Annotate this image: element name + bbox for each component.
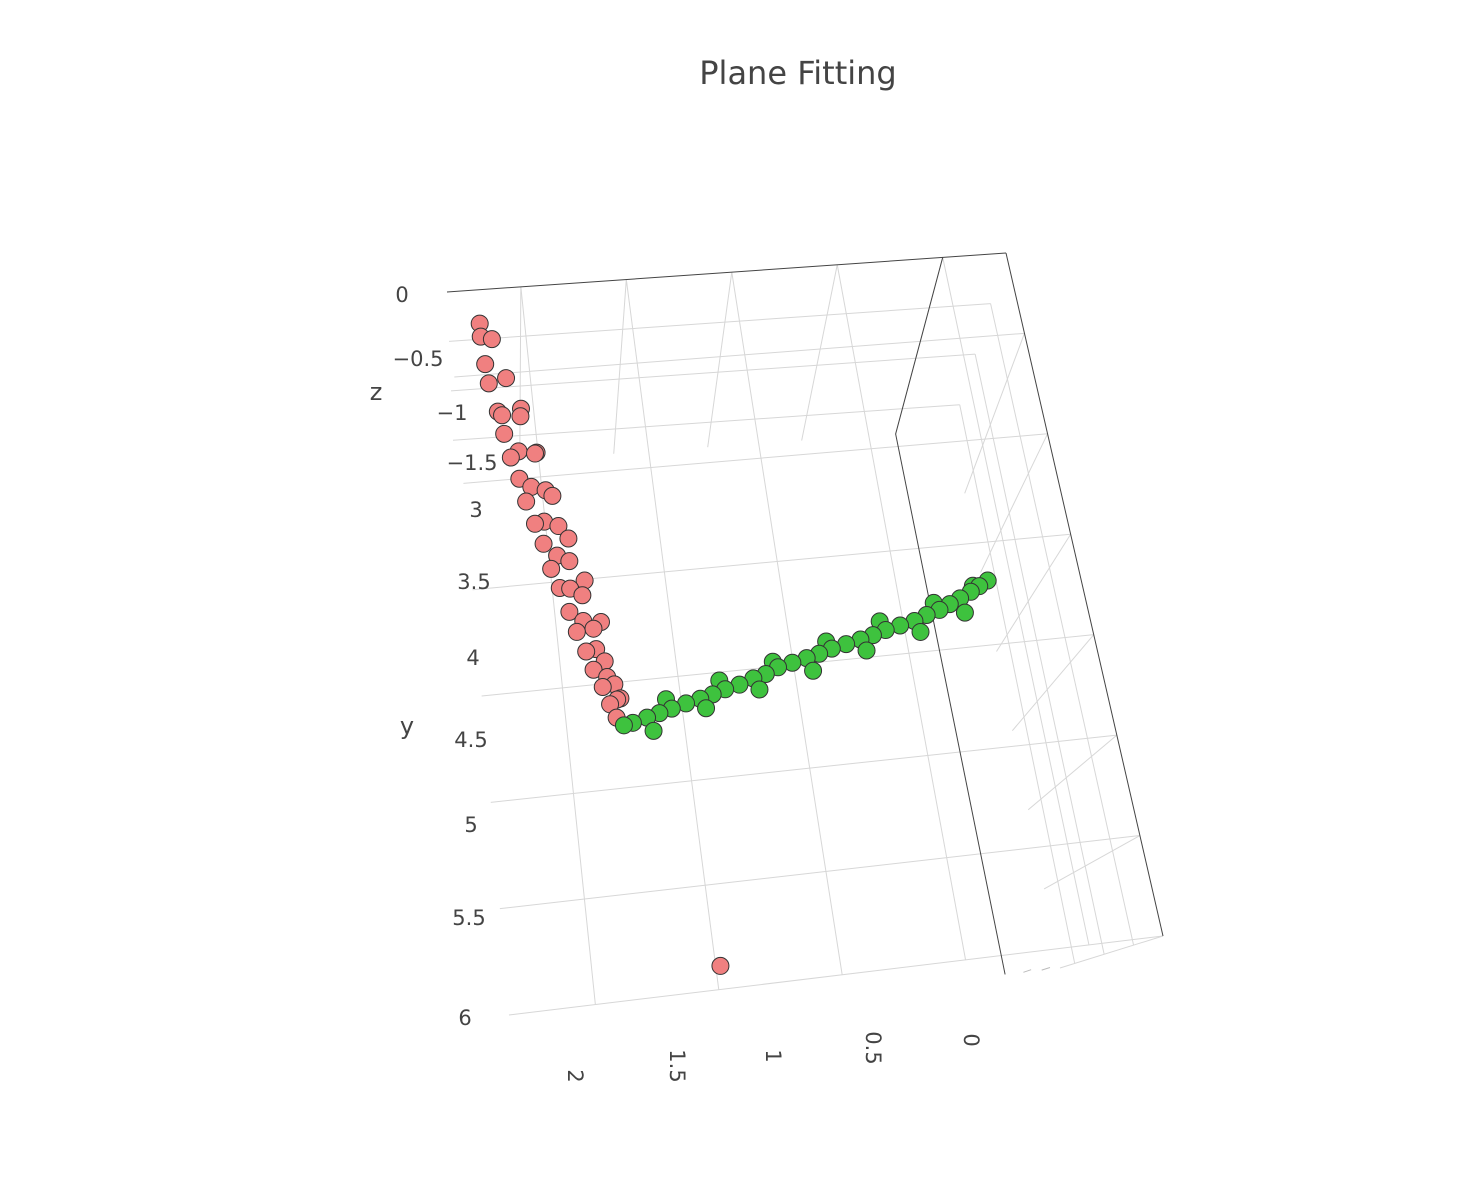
z-axis-title: z: [370, 378, 383, 406]
y-tick-label: 5.5: [452, 906, 485, 930]
y-tick-label: 3.5: [457, 570, 490, 594]
chart-title: Plane Fitting: [699, 54, 897, 92]
gridline-x: [520, 286, 596, 1005]
gridline-y: [1043, 835, 1141, 890]
point-red[interactable]: [577, 642, 596, 661]
point-red[interactable]: [511, 407, 530, 426]
point-green[interactable]: [955, 603, 974, 622]
point-red[interactable]: [560, 552, 579, 571]
z-tick-label: −0.5: [393, 347, 444, 371]
gridline-y: [508, 935, 1164, 1016]
point-red[interactable]: [593, 677, 612, 696]
point-red[interactable]: [476, 355, 495, 374]
point-green[interactable]: [614, 716, 633, 735]
gridline-z: [974, 354, 1105, 955]
gridline-z: [450, 353, 976, 392]
gridline-x: [836, 264, 967, 960]
gridline-y: [463, 433, 1048, 484]
point-red[interactable]: [549, 517, 568, 536]
x-tick-label: 0: [959, 1033, 983, 1046]
labels-layer: 0 −0.5 −1 −1.5 z 3 3.5 4 4.5 5 5.5 6 y 2 1.5 1 0.5 0: [370, 283, 983, 1083]
gridline-x: [942, 257, 1090, 946]
gridline-y: [1027, 734, 1118, 811]
point-red[interactable]: [560, 602, 579, 621]
x-tick-label: 1: [761, 1049, 785, 1062]
gridline-y: [1059, 935, 1164, 969]
point-red[interactable]: [501, 448, 520, 467]
gridline-y: [996, 533, 1072, 652]
point-red[interactable]: [526, 444, 545, 463]
z-tick-label: 0: [395, 283, 408, 307]
gridline-x: [625, 279, 720, 990]
point-green[interactable]: [911, 622, 930, 641]
point-red[interactable]: [482, 330, 501, 349]
z-tick-label: −1: [437, 401, 468, 425]
point-green[interactable]: [697, 699, 716, 718]
point-green[interactable]: [644, 721, 663, 740]
gridline-y: [964, 333, 1025, 494]
axis-x-zero-floor: [895, 433, 1006, 975]
tick-stub: [1041, 967, 1051, 971]
point-red[interactable]: [534, 534, 553, 553]
point-red[interactable]: [493, 406, 512, 425]
gridline-y: [980, 433, 1049, 573]
point-red[interactable]: [584, 619, 603, 638]
gridline-z: [452, 404, 960, 441]
point-red[interactable]: [543, 486, 562, 505]
point-red[interactable]: [567, 622, 586, 641]
gridline-y: [454, 332, 1025, 378]
x-tick-label: 1.5: [665, 1049, 689, 1082]
point-red[interactable]: [495, 424, 514, 443]
gridline-z: [448, 303, 991, 342]
point-green[interactable]: [857, 641, 876, 660]
y-tick-label: 3: [469, 498, 482, 522]
point-red[interactable]: [525, 514, 544, 533]
point-red[interactable]: [559, 529, 578, 548]
gridline-z: [959, 404, 1076, 964]
gridline-z: [990, 303, 1135, 946]
axis-lines: [446, 252, 1164, 975]
point-red[interactable]: [479, 374, 498, 393]
gridline-x: [519, 286, 522, 461]
gridline-y: [490, 734, 1117, 803]
gridline-x: [613, 279, 627, 454]
grid-layer: [448, 257, 1164, 1016]
box-edge-right: [1005, 252, 1164, 937]
axis-x-zero-wall: [895, 257, 944, 435]
point-red[interactable]: [542, 559, 561, 578]
gridline-x: [801, 264, 838, 441]
points-layer: [470, 314, 997, 975]
gridline-x: [731, 272, 843, 975]
gridline-y: [499, 835, 1140, 910]
point-red[interactable]: [711, 956, 730, 975]
z-tick-label: −1.5: [447, 451, 498, 475]
y-axis-title: y: [400, 712, 414, 740]
y-tick-label: 4.5: [454, 728, 487, 752]
point-red[interactable]: [573, 586, 592, 605]
y-tick-label: 4: [466, 646, 479, 670]
gridline-y: [1011, 634, 1095, 731]
box-edge-top: [446, 252, 1007, 293]
gridline-x: [707, 272, 733, 448]
point-red[interactable]: [517, 492, 536, 511]
x-tick-label: 0.5: [861, 1031, 885, 1064]
y-tick-label: 6: [458, 1006, 471, 1030]
y-tick-label: 5: [464, 813, 477, 837]
point-green[interactable]: [750, 680, 769, 699]
tick-stub: [1023, 969, 1032, 973]
point-red[interactable]: [497, 369, 516, 388]
x-tick-label: 2: [563, 1069, 587, 1082]
point-green[interactable]: [804, 661, 823, 680]
